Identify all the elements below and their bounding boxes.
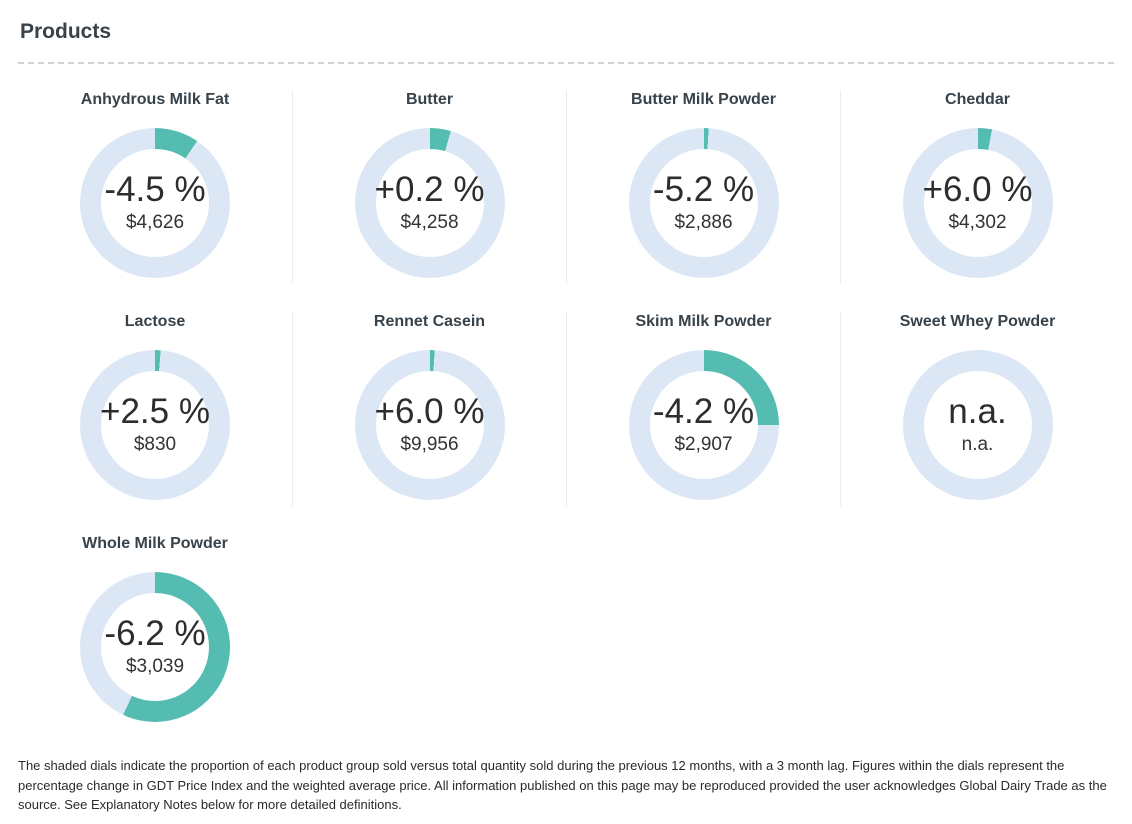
price-change-value: -4.5 %: [104, 170, 206, 209]
product-title: Whole Milk Powder: [82, 535, 228, 552]
dial-inner: +2.5 % $830: [100, 371, 210, 479]
dial-inner: +0.2 % $4,258: [374, 149, 485, 257]
dial-row-3: Whole Milk Powder -6.2 % $3,039: [18, 534, 1114, 728]
product-cell-butter: Butter +0.2 % $4,258: [292, 90, 566, 284]
product-title: Sweet Whey Powder: [899, 313, 1056, 330]
dial-inner: -4.5 % $4,626: [101, 149, 209, 257]
dial-inner: n.a. n.a.: [923, 371, 1032, 479]
average-price-value: $2,886: [674, 212, 733, 233]
dial-grid: Anhydrous Milk Fat -4.5 % $4,626 Butter …: [18, 90, 1114, 728]
dial-chart-lactose: +2.5 % $830: [80, 350, 230, 500]
product-cell-rennet-casein: Rennet Casein +6.0 % $9,956: [292, 312, 566, 506]
product-cell-skim-milk-powder: Skim Milk Powder -4.2 % $2,907: [566, 312, 840, 506]
product-cell-whole-milk-powder: Whole Milk Powder -6.2 % $3,039: [18, 534, 292, 728]
dial-row-2: Lactose +2.5 % $830 Rennet Casein +6.0 %…: [18, 312, 1114, 506]
price-change-value: +2.5 %: [100, 392, 210, 431]
footer-note: The shaded dials indicate the proportion…: [18, 758, 1107, 812]
average-price-value: $9,956: [400, 434, 459, 455]
price-change-value: +0.2 %: [374, 170, 485, 209]
dial-chart-cheddar: +6.0 % $4,302: [902, 128, 1053, 278]
dial-inner: +6.0 % $9,956: [374, 371, 485, 479]
dashed-divider: [18, 62, 1114, 64]
price-change-value: +6.0 %: [922, 170, 1033, 209]
dial-chart-butter-milk-powder: -5.2 % $2,886: [628, 128, 779, 278]
page-title: Products: [20, 20, 112, 43]
price-change-value: -5.2 %: [652, 170, 755, 209]
average-price-value: $830: [133, 434, 177, 455]
price-change-value: n.a.: [948, 392, 1007, 431]
average-price-value: $4,626: [125, 212, 185, 233]
dial-chart-anhydrous-milk-fat: -4.5 % $4,626: [80, 128, 230, 278]
product-title: Butter Milk Powder: [631, 91, 776, 108]
product-cell-lactose: Lactose +2.5 % $830: [18, 312, 292, 506]
price-change-value: +6.0 %: [374, 392, 485, 431]
dial-chart-rennet-casein: +6.0 % $9,956: [354, 350, 505, 500]
price-change-value: -6.2 %: [104, 614, 206, 653]
dial-inner: -4.2 % $2,907: [649, 371, 758, 479]
product-cell-cheddar: Cheddar +6.0 % $4,302: [840, 90, 1114, 284]
dial-inner: -6.2 % $3,039: [101, 593, 209, 701]
product-title: Rennet Casein: [373, 313, 486, 330]
dial-chart-butter: +0.2 % $4,258: [354, 128, 505, 278]
dial-row-1: Anhydrous Milk Fat -4.5 % $4,626 Butter …: [18, 90, 1114, 284]
product-title: Lactose: [124, 313, 186, 330]
dial-inner: +6.0 % $4,302: [922, 149, 1033, 257]
product-title: Butter: [405, 91, 454, 108]
product-title: Skim Milk Powder: [635, 313, 772, 330]
product-cell-sweet-whey-powder: Sweet Whey Powder n.a. n.a.: [840, 312, 1114, 506]
product-cell-butter-milk-powder: Butter Milk Powder -5.2 % $2,886: [566, 90, 840, 284]
price-change-value: -4.2 %: [652, 392, 755, 431]
average-price-value: $4,302: [948, 212, 1007, 233]
average-price-value: $4,258: [400, 212, 459, 233]
dial-chart-sweet-whey-powder: n.a. n.a.: [902, 350, 1053, 500]
product-title: Cheddar: [945, 91, 1010, 108]
dial-inner: -5.2 % $2,886: [649, 149, 758, 257]
product-cell-anhydrous-milk-fat: Anhydrous Milk Fat -4.5 % $4,626: [18, 90, 292, 284]
average-price-value: $2,907: [674, 434, 733, 455]
product-title: Anhydrous Milk Fat: [80, 91, 230, 108]
average-price-value: $3,039: [125, 656, 185, 677]
dial-chart-skim-milk-powder: -4.2 % $2,907: [628, 350, 779, 500]
average-price-value: n.a.: [961, 434, 994, 455]
dial-chart-whole-milk-powder: -6.2 % $3,039: [80, 572, 230, 722]
